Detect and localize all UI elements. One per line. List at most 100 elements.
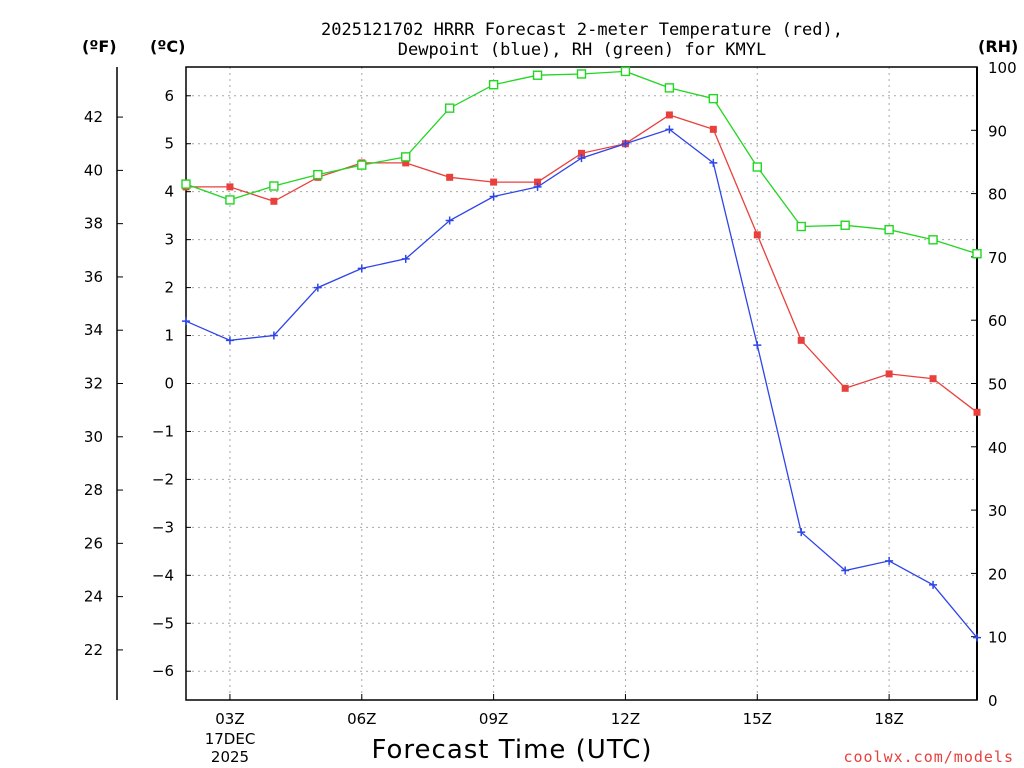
celsius-tick-label: 2 [164,279,174,297]
temperature-point [490,178,498,186]
rh-unit-label: (RH) [978,37,1018,56]
dewpoint-point [313,283,322,292]
temperature-point [534,178,542,186]
temperature-point [270,197,278,205]
temperature-point [402,159,410,167]
fahrenheit-tick-label: 28 [84,481,103,499]
dewpoint-point [841,566,850,575]
dewpoint-point [445,216,454,225]
fahrenheit-tick-label: 24 [84,588,103,606]
rh-tick-label: 20 [988,565,1007,583]
rh-tick-label: 10 [988,629,1007,647]
rh-series-line [185,70,978,255]
rh-tick-label: 0 [988,692,998,710]
temperature-point [885,370,893,378]
rh-point [444,103,455,113]
x-tick-label: 03Z [215,710,244,728]
rh-tick-label: 100 [988,59,1017,77]
celsius-tick-label: 1 [164,327,174,345]
rh-point [708,93,719,104]
celsius-tick-label: −5 [152,614,174,632]
x-axis-title: Forecast Time (UTC) [371,735,652,765]
temperature-point [709,125,717,133]
celsius-tick-label: 6 [164,87,174,105]
rh-point [840,220,850,230]
dewpoint-point [225,336,234,345]
rh-point [313,169,323,180]
dewpoint-point [577,154,586,163]
dewpoint-point [533,182,542,191]
rh-point [796,221,806,232]
rh-point [401,152,411,162]
temperature-point [929,375,937,383]
rh-tick-label: 50 [988,376,1007,394]
rh-point [181,179,191,189]
x-tick-label: 09Z [479,710,508,728]
dewpoint-point [489,192,498,201]
rh-tick-label: 70 [988,249,1007,267]
fahrenheit-tick-label: 30 [84,428,103,446]
fahrenheit-tick-label: 26 [84,534,103,552]
temperature-point [665,111,673,119]
temperature-point [841,384,849,392]
dewpoint-point [182,317,190,326]
date-day-label: 17DEC [205,730,256,748]
rh-tick-label: 30 [988,502,1007,520]
rh-point [576,69,587,79]
rh-tick-label: 90 [988,122,1007,140]
rh-point [620,66,631,77]
fahrenheit-tick-label: 38 [84,215,103,233]
temperature-point [797,336,805,344]
rh-point [884,224,894,235]
rh-point [488,80,499,90]
celsius-tick-label: 4 [164,183,174,201]
x-tick-label: 06Z [347,710,376,728]
rh-point [928,235,938,245]
temperature-point [578,149,585,157]
dewpoint-point [929,580,938,589]
dewpoint-point [621,139,630,148]
temperature-point [753,231,761,239]
celsius-tick-label: −3 [152,518,174,536]
data-series [181,66,982,642]
rh-point [752,162,762,172]
temperature-point [973,408,981,416]
x-tick-label: 12Z [611,710,640,728]
chart-title-line2: Dewpoint (blue), RH (green) for KMYL [398,40,766,60]
fahrenheit-tick-label: 36 [84,268,103,286]
dewpoint-point [401,254,410,263]
chart-title-line1: 2025121702 HRRR Forecast 2-meter Tempera… [321,20,843,40]
dewpoint-point [885,556,894,565]
fahrenheit-tick-label: 40 [84,161,103,179]
celsius-tick-label: −1 [152,422,174,440]
rh-point [357,160,367,170]
celsius-tick-label: −4 [152,566,174,584]
rh-tick-label: 60 [988,312,1007,330]
date-year-label: 2025 [211,748,249,766]
dewpoint-point [753,341,762,350]
celsius-tick-label: 5 [164,135,174,153]
dewpoint-point [797,528,806,537]
x-tick-label: 18Z [874,710,903,728]
dewpoint-point [709,158,718,167]
dewpoint-point [973,633,981,642]
celsius-tick-label: 3 [164,231,174,249]
celsius-tick-label: −6 [152,662,174,680]
rh-point [532,70,543,80]
dewpoint-point [357,264,366,273]
fahrenheit-tick-label: 32 [84,375,103,393]
rh-tick-label: 80 [988,186,1007,204]
fahrenheit-tick-label: 34 [84,321,103,339]
rh-point [972,249,982,259]
fahrenheit-unit-label: (ºF) [82,37,117,56]
celsius-tick-label: −2 [152,470,174,488]
fahrenheit-tick-label: 42 [84,108,103,126]
source-credit: coolwx.com/models [843,748,1014,766]
dewpoint-point [269,331,278,340]
rh-point [664,83,675,93]
celsius-unit-label: (ºC) [150,37,185,56]
celsius-tick-label: 0 [164,375,174,393]
dewpoint-point [665,125,674,134]
